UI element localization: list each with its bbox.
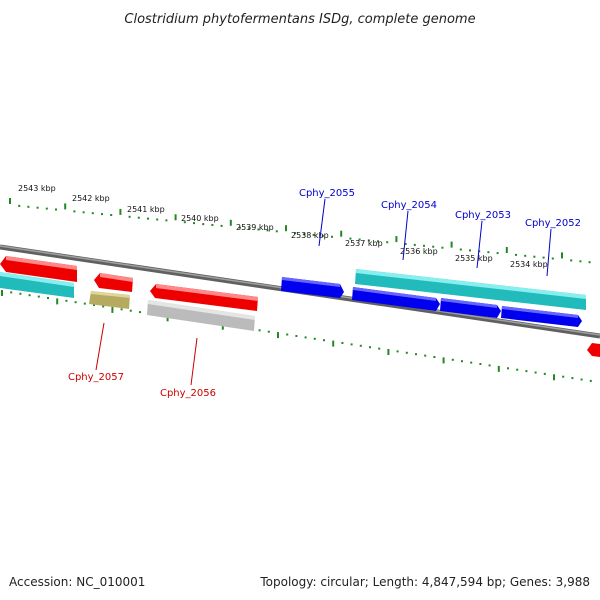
feature-highlight bbox=[91, 291, 130, 298]
gene-cphy-2054[interactable] bbox=[352, 287, 440, 311]
ruler-label: 2537 kbp bbox=[345, 239, 383, 248]
ruler-labels: 2543 kbp 2542 kbp 2541 kbp 2540 kbp 2539… bbox=[18, 184, 548, 269]
gene-reverse-left[interactable] bbox=[0, 256, 77, 282]
gene-cphy-2055[interactable] bbox=[281, 277, 344, 298]
accession-text: Accession: NC_010001 bbox=[9, 575, 145, 589]
ruler-label: 2543 kbp bbox=[18, 184, 56, 193]
gene-label-cphy-2056[interactable]: Cphy_2056 bbox=[160, 388, 216, 399]
gene-cphy-2056-cds[interactable] bbox=[150, 284, 258, 311]
reverse-genes bbox=[0, 256, 600, 357]
outer-ruler-ticks bbox=[9, 198, 591, 264]
leader-cphy-2054 bbox=[402, 210, 409, 261]
label-leaders bbox=[95, 198, 552, 386]
gene-highlight bbox=[100, 273, 133, 282]
gene-labels: Cphy_2055 Cphy_2054 Cphy_2053 Cphy_2052 … bbox=[68, 188, 581, 399]
leader-cphy-2053 bbox=[476, 220, 483, 269]
ruler-label: 2535 kbp bbox=[455, 254, 493, 263]
ruler-label: 2542 kbp bbox=[72, 194, 110, 203]
gene-highlight bbox=[353, 287, 436, 301]
feature-highlight bbox=[356, 269, 586, 299]
gene-highlight bbox=[502, 306, 578, 318]
gene-highlight bbox=[6, 256, 77, 270]
gene-highlight bbox=[156, 284, 258, 301]
gene-label-cphy-2053[interactable]: Cphy_2053 bbox=[455, 210, 511, 221]
ruler-label: 2541 kbp bbox=[127, 205, 165, 214]
feature-highlight bbox=[148, 300, 255, 320]
leader-cphy-2056 bbox=[190, 337, 198, 386]
gene-cphy-2053[interactable] bbox=[440, 298, 501, 318]
gene-highlight bbox=[441, 298, 497, 308]
forward-genes bbox=[281, 277, 582, 327]
ruler-label: 2539 kbp bbox=[236, 223, 274, 232]
leader-cphy-2057 bbox=[95, 322, 105, 371]
ruler-label: 2540 kbp bbox=[181, 214, 219, 223]
ruler-label: 2538 kbp bbox=[291, 231, 329, 240]
feature-highlight bbox=[0, 272, 74, 287]
gene-label-cphy-2054[interactable]: Cphy_2054 bbox=[381, 200, 437, 211]
gene-label-cphy-2057[interactable]: Cphy_2057 bbox=[68, 372, 124, 383]
leader-cphy-2055 bbox=[318, 198, 326, 247]
genome-summary-text: Topology: circular; Length: 4,847,594 bp… bbox=[259, 575, 590, 589]
ruler-label: 2534 kbp bbox=[510, 260, 548, 269]
gene-reverse-right[interactable] bbox=[587, 343, 600, 357]
ruler-label: 2536 kbp bbox=[400, 247, 438, 256]
leader-cphy-2052 bbox=[546, 228, 552, 277]
gene-label-cphy-2052[interactable]: Cphy_2052 bbox=[525, 218, 581, 229]
gene-label-cphy-2055[interactable]: Cphy_2055 bbox=[299, 188, 355, 199]
gene-highlight bbox=[282, 277, 340, 287]
map-title: Clostridium phytofermentans ISDg, comple… bbox=[124, 12, 475, 27]
